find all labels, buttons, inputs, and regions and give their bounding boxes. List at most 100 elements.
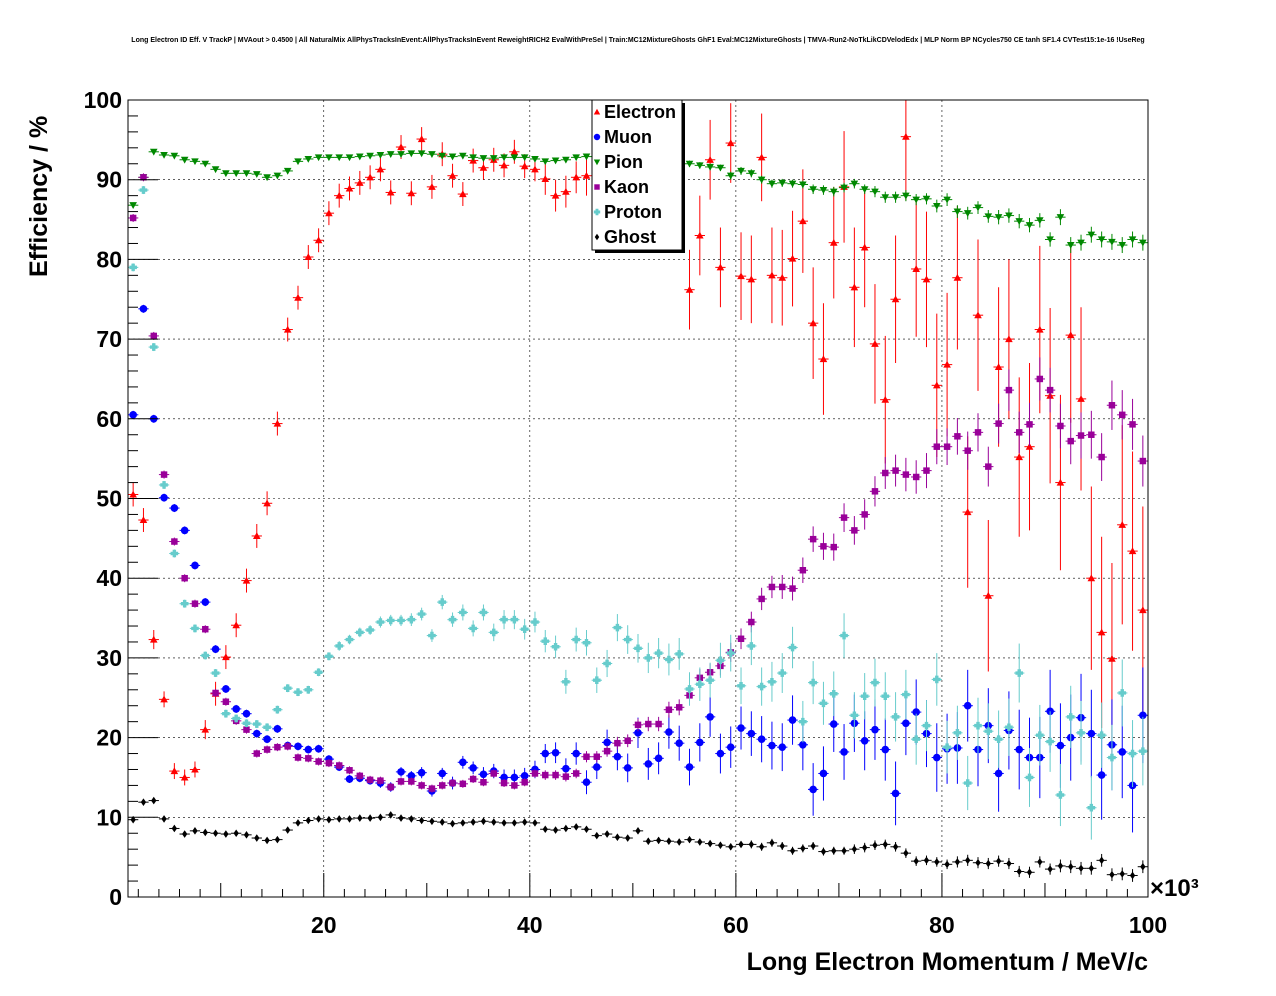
data-point [201, 160, 210, 168]
data-point [1118, 748, 1127, 756]
data-point [892, 842, 899, 851]
data-point [149, 343, 158, 351]
data-point [150, 332, 157, 340]
data-point [459, 608, 467, 617]
data-point [129, 214, 137, 222]
data-point [170, 504, 179, 512]
legend-marker [594, 184, 600, 190]
data-point [871, 488, 879, 495]
data-point [315, 758, 322, 765]
data-point [449, 819, 456, 828]
data-point [191, 561, 199, 570]
data-point [182, 830, 188, 838]
data-point [1118, 242, 1127, 249]
data-point [314, 154, 323, 162]
y-axis-title: Efficiency / % [25, 116, 53, 277]
data-point [510, 773, 519, 782]
data-point [490, 770, 497, 777]
data-point [1057, 422, 1064, 430]
data-point [531, 770, 539, 777]
data-point [562, 764, 570, 773]
data-point [1005, 386, 1013, 394]
data-point [963, 701, 972, 710]
data-point [696, 680, 704, 689]
data-point [820, 543, 827, 550]
data-point [376, 165, 385, 173]
data-point [479, 770, 488, 779]
data-point [860, 736, 869, 745]
data-point [582, 171, 591, 179]
data-point [582, 638, 591, 647]
data-point [871, 340, 879, 347]
data-point [1077, 729, 1085, 737]
data-point [747, 642, 756, 650]
data-point [346, 767, 353, 774]
y-tick-label: 70 [96, 326, 122, 352]
data-point [851, 527, 858, 534]
data-point [180, 773, 189, 781]
data-point [335, 154, 344, 162]
data-point [592, 676, 601, 685]
data-point [469, 764, 477, 772]
data-point [1097, 236, 1106, 244]
data-point [985, 463, 992, 470]
data-point [1005, 335, 1013, 343]
data-point [1047, 865, 1053, 873]
data-point [933, 443, 941, 450]
data-point [634, 644, 642, 653]
data-point [788, 643, 797, 652]
data-point [716, 263, 725, 271]
data-point [1046, 386, 1054, 394]
data-point [1140, 862, 1146, 871]
data-point [191, 158, 199, 166]
data-point [696, 162, 704, 170]
data-point [726, 172, 735, 180]
data-point [386, 151, 395, 158]
data-point [521, 779, 528, 786]
data-point [1037, 858, 1043, 866]
data-point [902, 132, 910, 140]
legend-entry-kaon: Kaon [594, 177, 649, 197]
data-point [625, 834, 631, 842]
y-tick-label: 60 [96, 406, 122, 432]
legend-label: Ghost [604, 227, 656, 247]
data-point [263, 174, 271, 182]
data-point [613, 623, 622, 632]
data-point [851, 845, 858, 853]
legend-label: Kaon [604, 177, 649, 197]
data-point [891, 295, 900, 303]
data-point [1036, 325, 1044, 333]
data-point [1109, 870, 1115, 879]
data-point [180, 599, 189, 608]
data-point [635, 827, 641, 835]
data-point [542, 825, 548, 834]
data-point [367, 814, 373, 822]
data-point [273, 419, 282, 427]
data-point [397, 768, 405, 776]
data-point [531, 155, 539, 163]
data-point [232, 170, 240, 178]
data-point [666, 837, 672, 846]
data-point [264, 836, 270, 845]
data-point [388, 811, 394, 819]
x-tick-label: 80 [929, 912, 955, 938]
data-point [345, 775, 354, 783]
data-point [1108, 238, 1116, 246]
data-point [697, 838, 703, 846]
x-axis-title: Long Electron Momentum / MeV/c [747, 948, 1149, 976]
data-point [470, 818, 476, 826]
chart-title: Long Electron ID Eff. V TrackP | MVAout … [131, 37, 1144, 44]
data-point [480, 779, 487, 786]
data-point [922, 721, 931, 730]
data-point [202, 828, 208, 837]
data-point [459, 758, 467, 767]
data-point [252, 720, 261, 728]
data-point [398, 814, 404, 822]
data-point [1128, 547, 1137, 555]
data-point [345, 154, 354, 162]
data-point [1139, 606, 1147, 614]
data-point [965, 856, 971, 865]
data-point [417, 150, 426, 158]
data-point [994, 214, 1003, 221]
